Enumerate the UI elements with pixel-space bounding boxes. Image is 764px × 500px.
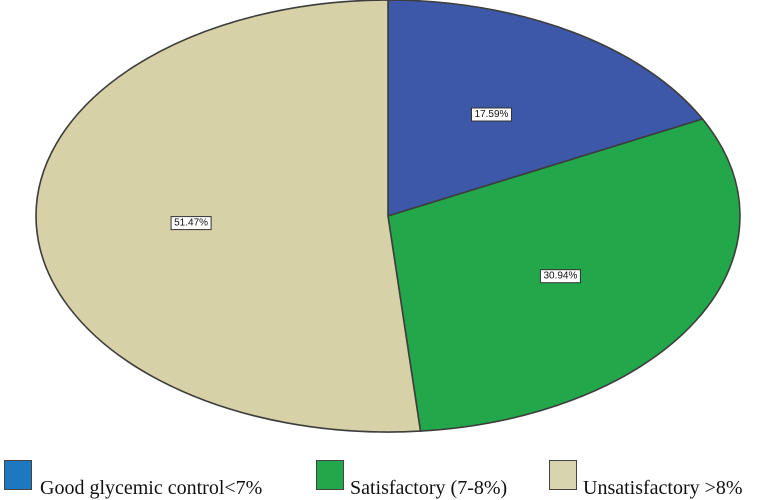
pie-slices xyxy=(35,0,741,433)
data-label-text: 17.59% xyxy=(475,109,509,120)
data-label-box xyxy=(471,107,512,122)
legend-label-satisfactory: Satisfactory (7-8%) xyxy=(350,477,508,499)
legend-label-good-control: Good glycemic control<7% xyxy=(40,477,263,499)
data-label-box xyxy=(170,216,212,231)
pie-chart: 17.59% 30.94% 51.47% xyxy=(35,0,741,433)
data-label-text: 51.47% xyxy=(174,218,208,229)
data-label-satisfactory-7-8: 30.94% xyxy=(539,269,581,284)
pie-slice-good-glycemic-control-7 xyxy=(387,0,704,218)
data-label-good-glycemic-control-7: 17.59% xyxy=(471,107,512,122)
pie-data-labels: 17.59% 30.94% 51.47% xyxy=(170,107,581,284)
legend-swatch-good-control xyxy=(4,460,32,490)
data-label-unsatisfactory-8: 51.47% xyxy=(170,216,212,231)
data-label-box xyxy=(539,269,581,284)
legend-label-unsatisfactory: Unsatisfactory >8% xyxy=(583,477,743,499)
legend-swatch-satisfactory xyxy=(316,460,344,490)
legend: Good glycemic control<7% Satisfactory (7… xyxy=(0,456,764,499)
data-label-text: 30.94% xyxy=(543,271,577,282)
pie-slice-unsatisfactory-8 xyxy=(35,0,422,433)
legend-swatch-unsatisfactory xyxy=(549,460,577,490)
